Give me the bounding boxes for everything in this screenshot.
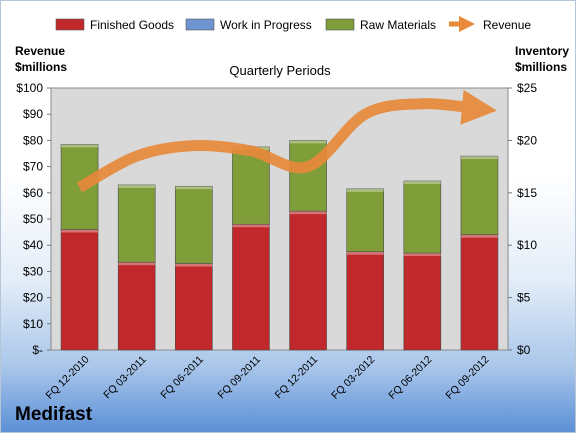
x-tick-label: FQ 03-2012 (329, 354, 377, 402)
left-axis-title-line1: Revenue (15, 44, 65, 58)
x-axis-labels: FQ 12-2010 FQ 03-2011 FQ 06-2011 FQ 09-2011… (44, 354, 492, 402)
right-tick-label: $5 (517, 291, 531, 305)
revenue-line-group (76, 89, 497, 193)
left-tick-label: $20 (23, 291, 43, 305)
x-tick-label: FQ 12-2010 (44, 354, 92, 402)
right-axis-title-line1: Inventory (515, 44, 569, 58)
left-tick-label: $- (32, 343, 43, 357)
legend: Finished Goods Work in Progress Raw Materi… (55, 15, 531, 33)
bar-raw-materials (403, 180, 442, 254)
left-axis: $- $10 $20 $30 $40 $50 $60 $70 $80 $90 $100 (16, 81, 51, 357)
x-tick-label: FQ 09-2011 (215, 354, 263, 402)
x-tick-label: FQ 12-2011 (273, 354, 321, 402)
bar-highlight (232, 224, 270, 228)
right-axis: $0 $5 $10 $15 $20 $25 (508, 81, 537, 357)
revenue-line (76, 89, 497, 193)
bar-finished-goods (117, 261, 156, 351)
bar-highlight (175, 186, 213, 190)
left-tick-label: $60 (23, 186, 43, 200)
bar-finished-goods (403, 252, 442, 351)
right-tick-label: $20 (517, 133, 537, 147)
bar-raw-materials (175, 185, 213, 264)
left-tick-label: $100 (16, 81, 43, 95)
left-tick-label: $50 (23, 212, 43, 226)
legend-label-revenue: Revenue (483, 18, 531, 32)
legend-label-work-in-progress: Work in Progress (220, 18, 312, 32)
x-tick-label: FQ 03-2011 (101, 354, 149, 402)
bar-highlight (289, 211, 327, 215)
bar-highlight (61, 229, 99, 233)
left-tick-label: $70 (23, 160, 43, 174)
legend-swatch-work-in-progress (185, 18, 215, 31)
right-tick-label: $10 (517, 238, 537, 252)
bars-group (60, 140, 499, 351)
legend-label-raw-materials: Raw Materials (360, 18, 436, 32)
bar-highlight (346, 251, 384, 255)
x-tick-label: FQ 06-2012 (386, 354, 434, 402)
bar-finished-goods (460, 234, 499, 351)
x-tick-label: FQ 09-2012 (443, 354, 491, 402)
legend-swatch-raw-materials (325, 18, 355, 31)
left-tick-label: $40 (23, 238, 43, 252)
chart-subtitle: Quarterly Periods (229, 63, 331, 78)
bar-highlight (175, 263, 213, 267)
right-tick-label: $15 (517, 186, 537, 200)
left-tick-label: $10 (23, 317, 43, 331)
right-tick-label: $0 (517, 343, 531, 357)
legend-swatch-finished-goods (55, 18, 85, 31)
bar-finished-goods (289, 210, 327, 351)
bar-highlight (460, 234, 498, 238)
bar-highlight (460, 156, 498, 160)
company-name: Medifast (15, 404, 93, 425)
bar-finished-goods (60, 229, 99, 351)
left-tick-label: $90 (23, 107, 43, 121)
bar-raw-materials (117, 184, 156, 263)
bar-finished-goods (346, 251, 384, 351)
bar-raw-materials (346, 188, 384, 253)
bar-highlight (289, 140, 327, 144)
legend-label-finished-goods: Finished Goods (90, 18, 174, 32)
bar-finished-goods (232, 223, 270, 351)
bar-highlight (61, 144, 99, 148)
left-tick-label: $30 (23, 264, 43, 278)
x-tick-label: FQ 06-2011 (158, 354, 206, 402)
bar-highlight (403, 181, 441, 185)
right-axis-title-line2: $millions (515, 60, 567, 74)
bar-highlight (118, 262, 156, 266)
bar-finished-goods (175, 263, 213, 351)
right-tick-label: $25 (517, 81, 537, 95)
bar-highlight (346, 188, 384, 192)
bar-highlight (403, 253, 441, 257)
left-tick-label: $80 (23, 133, 43, 147)
bar-highlight (118, 184, 156, 188)
left-axis-title-line2: $millions (15, 60, 67, 74)
bar-raw-materials (460, 155, 499, 236)
